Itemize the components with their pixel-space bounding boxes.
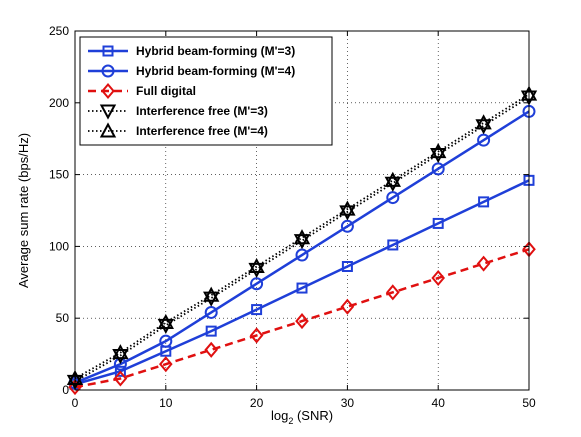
legend-label: Interference free (M'=4) (136, 124, 268, 138)
series-2-point (431, 162, 445, 176)
series-4-point (248, 262, 265, 278)
x-axis-label-sub: 2 (288, 416, 293, 426)
series-4-point (430, 147, 447, 164)
series-4-point (112, 349, 129, 365)
series-4-point (203, 291, 220, 307)
y-tick-label: 150 (49, 168, 69, 182)
x-tick-label: 30 (341, 396, 355, 410)
series-1-point (478, 196, 490, 208)
series-1-point (341, 261, 353, 273)
series-3-point (204, 341, 219, 358)
series-5-line (74, 93, 530, 380)
series-4-point (339, 205, 356, 221)
series-5-point (430, 143, 447, 159)
legend-entry-5: Interference free (M'=4) (88, 122, 268, 138)
legend-entry-4: Interference free (M'=3) (88, 104, 268, 120)
series-4-line (74, 96, 530, 383)
legend-marker (102, 45, 114, 57)
series-1-point (387, 239, 399, 251)
plot-frame (74, 30, 530, 391)
series-2-point (340, 219, 354, 233)
series-1-point (296, 282, 308, 294)
legend-entry-3: Full digital (88, 82, 196, 100)
series-2-point (250, 277, 264, 291)
series-2-point (386, 191, 400, 205)
legend-label: Hybrid beam-forming (M'=4) (136, 64, 295, 78)
series-5-point (293, 229, 311, 245)
series-3-line (74, 248, 530, 389)
legend-label: Full digital (136, 84, 196, 98)
series-2-point (295, 248, 309, 262)
series-5-point (475, 114, 492, 130)
series-2-point (204, 305, 218, 319)
series-4-point (293, 234, 311, 250)
legend-marker (99, 104, 117, 120)
series-5-point (339, 200, 356, 216)
y-axis-label: Average sum rate (bps/Hz) (16, 133, 31, 288)
series-5-point (203, 286, 220, 302)
x-axis-label-log: log (271, 408, 288, 423)
series-4 (66, 90, 538, 390)
x-tick-label: 50 (522, 396, 536, 410)
series-1-point (205, 325, 217, 337)
y-tick-label: 250 (49, 24, 69, 38)
series-layer (66, 85, 538, 396)
legend-marker (101, 64, 115, 78)
legend-marker (101, 82, 115, 100)
series-2-point (477, 133, 491, 147)
series-5-point (112, 344, 129, 360)
legend-marker (99, 122, 117, 138)
legend: Hybrid beam-forming (M'=3) Hybrid beam-fo… (79, 36, 333, 146)
series-3-point (249, 327, 264, 344)
series-1-point (432, 217, 444, 229)
series-5-point (157, 313, 174, 330)
x-tick-label: 20 (250, 396, 264, 410)
series-3-point (295, 313, 309, 330)
series-3-point (113, 370, 128, 387)
legend-label: Hybrid beam-forming (M'=3) (136, 44, 295, 58)
legend-label: Interference free (M'=3) (136, 104, 268, 118)
x-axis-label-rest: (SNR) (293, 408, 333, 423)
series-4-point (157, 318, 174, 334)
series-3-point (385, 284, 400, 301)
series-4-point (475, 119, 492, 135)
series-5-point (248, 257, 265, 274)
series-3 (68, 241, 536, 396)
ticks: 0 10 20 30 40 50 0 50 100 150 200 250 (49, 24, 536, 410)
series-2-point (159, 334, 173, 348)
series-3-point (340, 298, 355, 315)
y-tick-label: 100 (49, 239, 69, 253)
series-1-point (114, 365, 126, 377)
x-tick-label: 10 (159, 396, 173, 410)
x-axis-label: log2 (SNR) (271, 408, 333, 426)
series-1 (69, 174, 535, 390)
series-4-point (384, 176, 401, 192)
series-3-point (158, 356, 173, 373)
series-1-line (74, 179, 530, 386)
x-tick-label: 40 (432, 396, 446, 410)
series-3-point (476, 255, 491, 272)
series-3-point (431, 269, 446, 287)
series-1-point (251, 304, 263, 316)
legend-entry-2: Hybrid beam-forming (M'=4) (88, 64, 295, 78)
y-tick-label: 50 (56, 311, 70, 325)
series-2-line (74, 110, 530, 384)
y-tick-label: 200 (49, 96, 69, 110)
legend-entry-1: Hybrid beam-forming (M'=3) (88, 44, 295, 58)
y-tick-label: 0 (62, 383, 69, 397)
series-5-point (384, 171, 401, 187)
x-tick-label: 0 (72, 396, 79, 410)
